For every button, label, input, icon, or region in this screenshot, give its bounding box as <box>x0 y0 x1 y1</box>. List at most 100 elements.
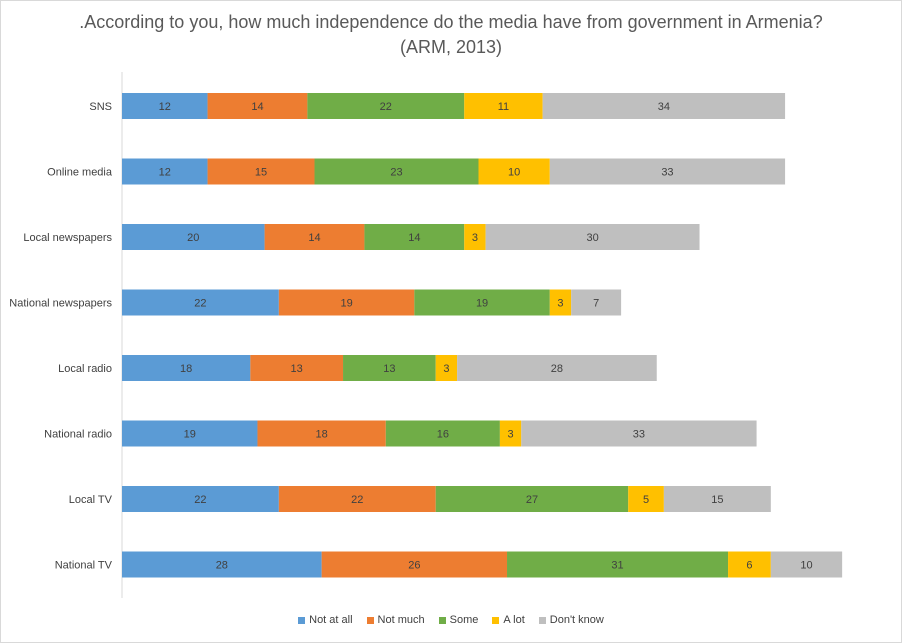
data-label: 3 <box>443 363 449 375</box>
data-label: 11 <box>498 101 509 113</box>
bar-segment <box>257 420 386 447</box>
legend-swatch <box>538 616 546 624</box>
bar-segment <box>435 486 629 512</box>
data-label: 22 <box>194 298 206 310</box>
category-label: National TV <box>55 560 113 572</box>
bar-segment <box>321 551 508 578</box>
bar-segment <box>663 486 771 512</box>
data-label: 15 <box>255 167 267 179</box>
data-label: 10 <box>800 560 812 572</box>
bar-segment <box>278 289 415 316</box>
bar-segment <box>464 93 543 119</box>
bar-segment <box>549 289 572 316</box>
bar-segment <box>499 420 522 447</box>
data-label: 20 <box>187 232 199 244</box>
data-label: 13 <box>291 363 303 375</box>
data-label: 28 <box>216 560 228 572</box>
legend-label: Not much <box>377 614 425 626</box>
data-label: 13 <box>383 363 395 375</box>
bar-segment <box>122 158 208 185</box>
bar-segment <box>542 93 786 119</box>
data-label: 3 <box>472 232 478 244</box>
data-label: 18 <box>180 363 192 375</box>
data-label: 3 <box>508 429 514 441</box>
bar-segment <box>628 486 664 512</box>
data-label: 6 <box>746 560 752 572</box>
bar-segment <box>549 158 786 185</box>
data-label: 15 <box>711 494 723 506</box>
data-label: 30 <box>586 232 598 244</box>
data-label: 22 <box>194 494 206 506</box>
data-label: 33 <box>633 429 645 441</box>
category-label: Local newspapers <box>23 232 112 244</box>
bar-segment <box>571 289 622 316</box>
bar-segment <box>122 224 265 250</box>
data-label: 7 <box>593 298 599 310</box>
category-label: Local radio <box>58 363 112 375</box>
legend-item: A lot <box>492 614 525 626</box>
legend-swatch <box>298 616 306 624</box>
data-label: 12 <box>159 101 171 113</box>
data-label: 14 <box>251 101 263 113</box>
data-label: 10 <box>508 167 520 179</box>
category-label: SNS <box>89 101 112 113</box>
legend-label: Some <box>449 614 479 626</box>
bar-segment <box>343 355 436 381</box>
legend-item: Not much <box>366 614 425 626</box>
bar-segment <box>521 420 757 447</box>
legend-item: Don't know <box>538 614 604 626</box>
bar-segment <box>122 289 279 316</box>
data-label: 31 <box>611 560 623 572</box>
bar-segment <box>364 224 465 250</box>
bar-segment <box>385 420 500 447</box>
data-label: 16 <box>437 429 449 441</box>
bar-segment <box>122 486 279 512</box>
legend-label: Not at all <box>309 614 353 626</box>
bar-segment <box>414 289 550 316</box>
data-label: 19 <box>340 298 352 310</box>
bar-segment <box>278 486 436 512</box>
data-label: 27 <box>526 494 538 506</box>
bar-segment <box>250 355 344 381</box>
data-label: 18 <box>316 429 328 441</box>
bar-segment <box>207 93 308 119</box>
chart-title: .According to you, how much independence… <box>79 12 823 32</box>
category-label: National radio <box>44 429 112 441</box>
bar-segment <box>457 355 657 381</box>
bar-segment <box>464 224 486 250</box>
bar-segment <box>264 224 365 250</box>
data-label: 12 <box>159 167 171 179</box>
category-label: National newspapers <box>9 298 112 310</box>
data-label: 28 <box>551 363 563 375</box>
bar-segment <box>122 355 251 381</box>
legend-swatch <box>366 616 374 624</box>
data-label: 19 <box>476 298 488 310</box>
legend-item: Not at all <box>298 614 353 626</box>
data-label: 14 <box>308 232 320 244</box>
chart-title-block: .According to you, how much independence… <box>0 10 902 60</box>
data-label: 22 <box>380 101 392 113</box>
bar-segment <box>770 551 843 578</box>
chart-subtitle: (ARM, 2013) <box>399 37 503 57</box>
data-label: 23 <box>390 167 402 179</box>
bar-segment <box>728 551 771 578</box>
bar-segment <box>485 224 700 250</box>
legend-label: Don't know <box>549 614 604 626</box>
data-label: 33 <box>661 167 673 179</box>
category-label: Online media <box>47 167 113 179</box>
category-label: Local TV <box>69 494 113 506</box>
bar-segment <box>478 158 550 185</box>
data-label: 34 <box>658 101 670 113</box>
data-label: 19 <box>184 429 196 441</box>
data-label: 3 <box>557 298 563 310</box>
data-label: 22 <box>351 494 363 506</box>
bar-segment <box>122 420 258 447</box>
bar-segment <box>122 93 208 119</box>
legend-swatch <box>492 616 500 624</box>
data-label: 5 <box>643 494 649 506</box>
legend-label: A lot <box>503 614 525 626</box>
bar-segment <box>314 158 479 185</box>
bar-segment <box>122 551 322 578</box>
legend-item: Some <box>438 614 479 626</box>
